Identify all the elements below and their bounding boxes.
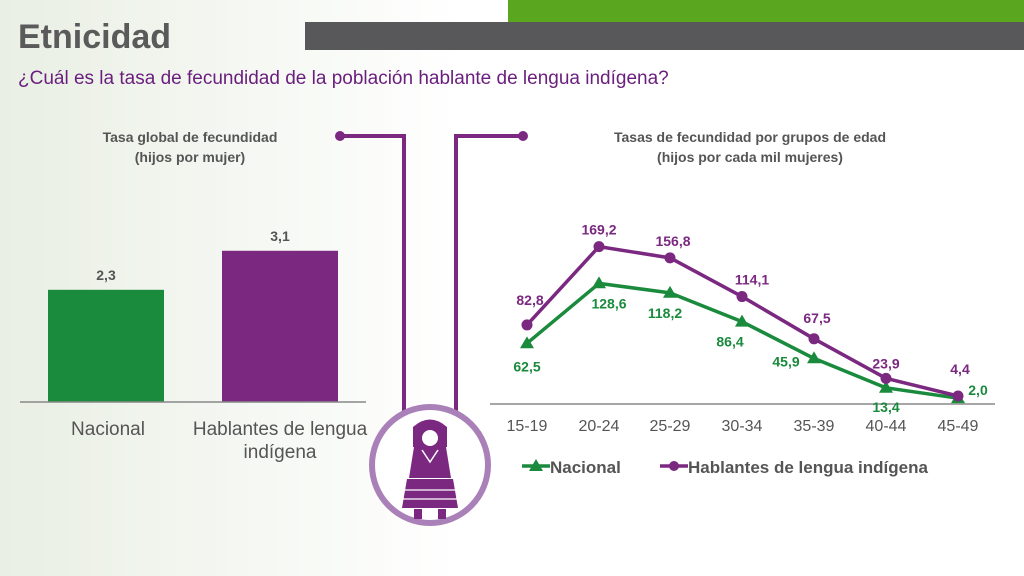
bar-1	[222, 250, 338, 402]
x-tick-label-40-44: 40-44	[866, 418, 907, 435]
bar-category-label-hablantes: Hablantes de lengua indígena	[192, 419, 368, 463]
data-label-nacional-1: 128,6	[591, 295, 626, 311]
x-tick-label-20-24: 20-24	[579, 418, 620, 435]
line-chart-legend: Nacional Hablantes de lengua indígena	[522, 458, 928, 477]
bar-value-label-0: 2,3	[96, 267, 116, 283]
data-label-nacional-5: 13,4	[872, 399, 899, 415]
bar-chart: 2,3 3,1	[20, 228, 366, 403]
marker-hablantes-1	[593, 241, 605, 253]
marker-nacional-3	[735, 314, 749, 327]
marker-hablantes-0	[521, 319, 533, 331]
legend-label-nacional: Nacional	[550, 458, 621, 477]
data-label-nacional-0: 62,5	[513, 358, 540, 374]
marker-nacional-2	[663, 285, 677, 298]
legend-marker-nacional	[529, 459, 543, 471]
data-label-hablantes-1: 169,2	[581, 222, 616, 238]
marker-nacional-4	[807, 351, 821, 364]
x-tick-label-35-39: 35-39	[794, 418, 835, 435]
right-connector	[454, 134, 523, 415]
marker-hablantes-4	[808, 333, 820, 345]
marker-hablantes-3	[736, 291, 748, 303]
bar-value-label-1: 3,1	[270, 228, 290, 244]
connector-lines	[340, 134, 523, 415]
data-label-hablantes-0: 82,8	[516, 292, 543, 308]
data-label-nacional-4: 45,9	[772, 353, 799, 369]
marker-nacional-0	[520, 336, 534, 349]
data-label-hablantes-3: 114,1	[735, 272, 769, 288]
marker-hablantes-2	[664, 252, 676, 264]
line-chart-title: Tasas de fecundidad por grupos de edad (…	[545, 127, 955, 167]
marker-nacional-1	[592, 276, 606, 289]
x-tick-label-25-29: 25-29	[650, 418, 691, 435]
line-chart-subtitle: (hijos por cada mil mujeres)	[657, 149, 843, 165]
data-label-hablantes-2: 156,8	[655, 233, 690, 249]
header-gray-bar	[305, 22, 1024, 50]
legend-marker-hablantes	[669, 461, 679, 471]
header-accent-bar	[508, 0, 1024, 22]
bar-chart-title: Tasa global de fecundidad (hijos por muj…	[55, 127, 325, 167]
line-chart: 15-19 20-24 25-29 30-34 35-39 40-44 45-49 62,5 1…	[490, 222, 995, 477]
legend-label-hablantes: Hablantes de lengua indígena	[688, 458, 928, 477]
page-subtitle: ¿Cuál es la tasa de fecundidad de la pob…	[18, 68, 669, 89]
data-label-nacional-3: 86,4	[716, 334, 743, 350]
bar-chart-subtitle: (hijos por mujer)	[134, 149, 246, 165]
indigenous-woman-icon	[369, 404, 491, 526]
page-title: Etnicidad	[18, 18, 172, 56]
x-tick-label-45-49: 45-49	[938, 418, 979, 435]
left-connector	[340, 134, 406, 415]
data-label-hablantes-6: 4,4	[950, 361, 970, 377]
marker-hablantes-5	[880, 372, 892, 384]
bar-0	[48, 289, 164, 402]
line-chart-title-line: Tasas de fecundidad por grupos de edad	[613, 129, 886, 145]
data-label-hablantes-4: 67,5	[803, 310, 830, 326]
marker-hablantes-6	[952, 390, 964, 402]
data-label-nacional-6: 2,0	[968, 382, 988, 398]
bar-chart-title-line: Tasa global de fecundidad	[102, 129, 278, 145]
data-label-hablantes-5: 23,9	[872, 355, 899, 371]
left-connector-dot	[335, 131, 345, 141]
bar-category-label-nacional: Nacional	[71, 419, 145, 440]
x-tick-label-30-34: 30-34	[722, 418, 763, 435]
data-label-nacional-2: 118,2	[648, 305, 682, 321]
right-connector-dot	[518, 131, 528, 141]
marker-nacional-5	[879, 380, 893, 393]
x-tick-label-15-19: 15-19	[507, 418, 548, 435]
